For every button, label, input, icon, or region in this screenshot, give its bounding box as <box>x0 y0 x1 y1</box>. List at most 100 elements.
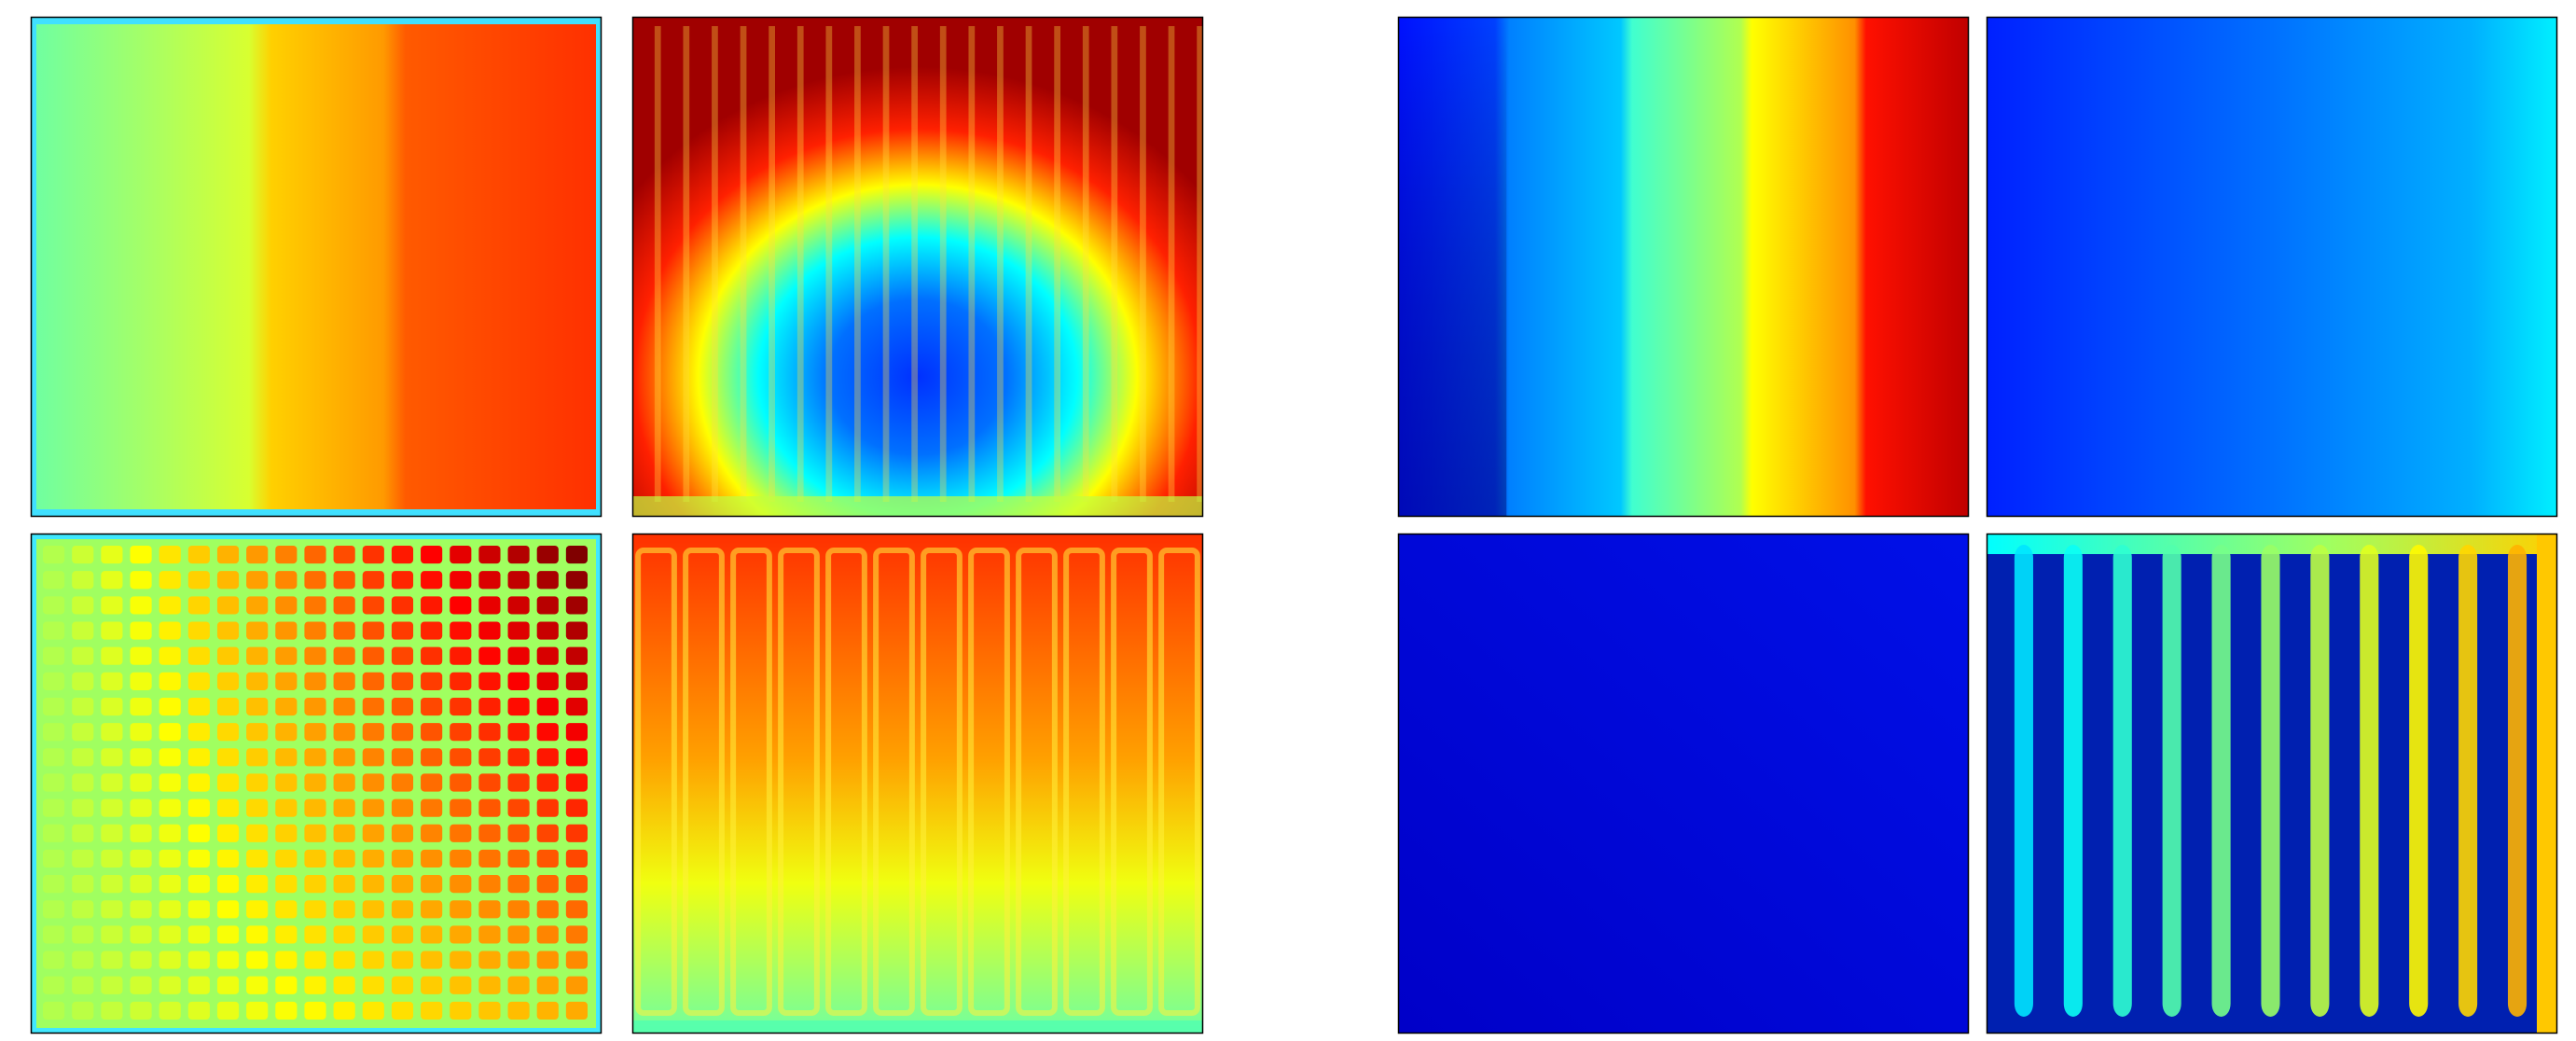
cell <box>363 925 384 943</box>
cell <box>537 571 559 589</box>
cell <box>275 546 297 563</box>
cell <box>478 723 500 741</box>
cell <box>217 673 239 690</box>
cell <box>188 900 210 918</box>
cell <box>334 925 355 943</box>
channel <box>2458 545 2477 1017</box>
cell <box>72 723 93 741</box>
cell <box>275 825 297 842</box>
cell <box>188 773 210 791</box>
cell <box>101 723 122 741</box>
channel <box>2261 545 2279 1017</box>
cell <box>159 596 181 614</box>
cell <box>537 723 559 741</box>
cell <box>130 571 151 589</box>
cell <box>304 571 325 589</box>
channel-gap <box>997 26 1004 502</box>
cell <box>304 621 325 639</box>
cell <box>72 799 93 817</box>
cell <box>334 773 355 791</box>
heatmap-panel <box>31 17 602 517</box>
cell <box>159 799 181 817</box>
cell <box>537 621 559 639</box>
cell <box>246 723 268 741</box>
cell <box>130 1002 151 1020</box>
cell <box>363 546 384 563</box>
cell <box>392 673 413 690</box>
cell <box>566 748 588 766</box>
cell <box>363 723 384 741</box>
channel-gap <box>741 26 747 502</box>
cell <box>566 977 588 994</box>
cell <box>43 925 64 943</box>
cell <box>392 647 413 665</box>
cell <box>566 1002 588 1020</box>
cell <box>217 977 239 994</box>
cell <box>421 723 442 741</box>
cell <box>43 546 64 563</box>
cell <box>450 748 471 766</box>
cell <box>566 951 588 969</box>
cell <box>72 825 93 842</box>
cell <box>246 1002 268 1020</box>
cell <box>421 571 442 589</box>
cell <box>246 673 268 690</box>
cell <box>392 925 413 943</box>
cell <box>508 596 530 614</box>
cell <box>188 673 210 690</box>
cell <box>478 773 500 791</box>
cell <box>130 621 151 639</box>
cell <box>421 875 442 893</box>
cell <box>537 698 559 715</box>
cell <box>159 900 181 918</box>
cell <box>130 977 151 994</box>
cell <box>188 748 210 766</box>
heatmap-panel <box>31 534 602 1034</box>
channel-gap <box>683 26 689 502</box>
cell <box>217 799 239 817</box>
cell <box>566 571 588 589</box>
cell <box>508 925 530 943</box>
cell <box>217 825 239 842</box>
cell <box>421 773 442 791</box>
cell <box>508 673 530 690</box>
cell <box>72 925 93 943</box>
cell <box>334 571 355 589</box>
cell <box>566 825 588 842</box>
cell <box>566 621 588 639</box>
cell <box>478 571 500 589</box>
cell <box>159 748 181 766</box>
cell <box>478 850 500 868</box>
cell <box>421 596 442 614</box>
page: {} <box>0 0 2576 1041</box>
channel-gap <box>940 26 947 502</box>
cell <box>217 925 239 943</box>
cell <box>334 850 355 868</box>
cell <box>159 698 181 715</box>
cell <box>130 698 151 715</box>
cell <box>508 748 530 766</box>
cell <box>450 925 471 943</box>
cell <box>304 748 325 766</box>
cell <box>43 571 64 589</box>
cell <box>566 773 588 791</box>
cell <box>334 621 355 639</box>
cell <box>334 875 355 893</box>
cell <box>72 621 93 639</box>
cell <box>450 723 471 741</box>
cell <box>275 773 297 791</box>
cell <box>72 875 93 893</box>
channel-gap <box>655 26 661 502</box>
channel-gap <box>1140 26 1146 502</box>
cell <box>130 925 151 943</box>
cell <box>101 621 122 639</box>
cell <box>304 698 325 715</box>
cell <box>450 977 471 994</box>
cell <box>537 647 559 665</box>
cell <box>72 596 93 614</box>
cell <box>72 546 93 563</box>
cell <box>275 977 297 994</box>
cell <box>508 951 530 969</box>
cell <box>101 925 122 943</box>
cell <box>130 875 151 893</box>
